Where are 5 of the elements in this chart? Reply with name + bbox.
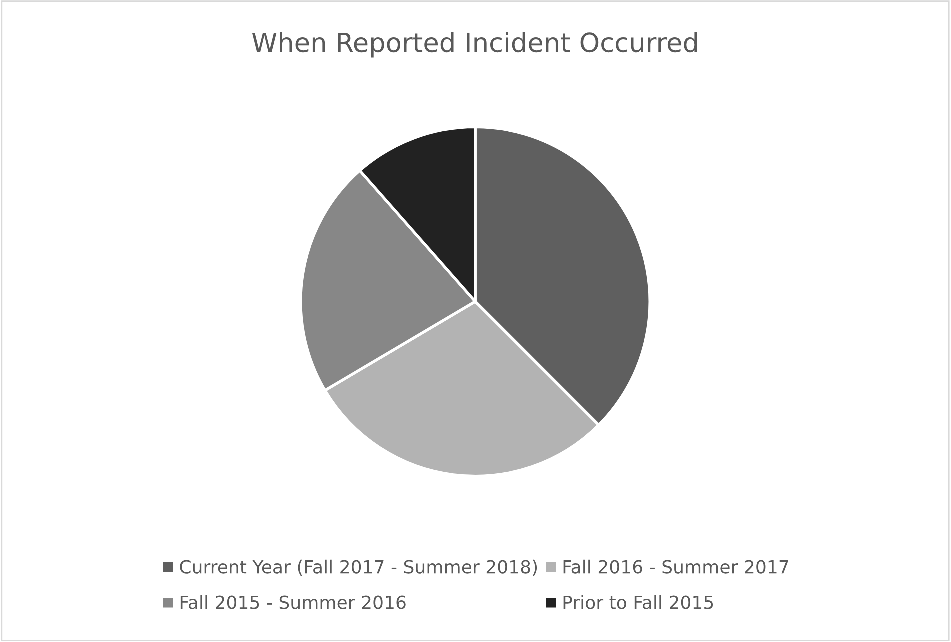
chart-title: When Reported Incident Occurred: [252, 32, 698, 58]
legend-label: Prior to Fall 2015: [564, 595, 714, 610]
legend-label: Fall 2015 - Summer 2016: [180, 595, 406, 610]
legend-label: Current Year (Fall 2017 - Summer 2018): [180, 560, 538, 576]
legend-label: Fall 2016 - Summer 2017: [564, 560, 788, 574]
